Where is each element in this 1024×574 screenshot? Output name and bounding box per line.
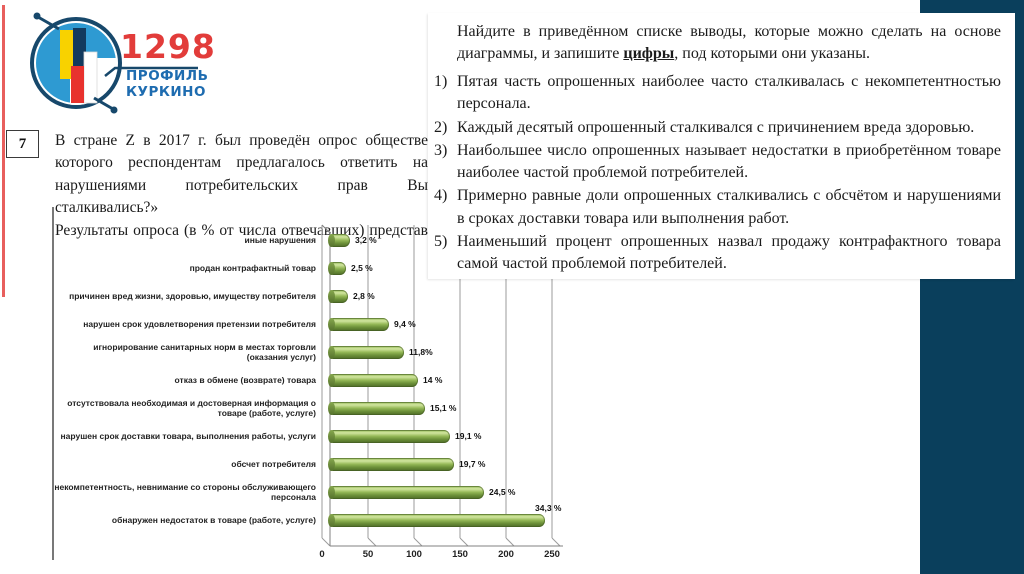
category-label: нарушен срок доставки товара, выполнения…	[60, 430, 316, 441]
bar-value-label: 3,2 %	[355, 235, 377, 245]
globe-axis-top	[37, 15, 60, 31]
question-line: нарушениями потребительских прав Вы стал…	[55, 176, 428, 217]
question-line: которого респондентам предлагалось ответ…	[55, 154, 428, 172]
logo-bar-red	[71, 66, 84, 103]
category-label: обнаружен недостаток в товаре (работе, у…	[111, 514, 316, 525]
item-text: Примерно равные доли опрошенных сталкива…	[457, 187, 1001, 227]
category-label: обсчет потребителя	[231, 458, 316, 469]
bar	[328, 374, 418, 387]
task-list: 1) Пятая часть опрошенных наиболее часто…	[434, 71, 1001, 276]
accent-red-line	[2, 5, 5, 297]
logo-underline	[104, 66, 198, 77]
bar-value-label: 14 %	[423, 375, 443, 385]
item-number: 4)	[434, 187, 448, 205]
item-number: 3)	[434, 141, 448, 159]
bar-value-label: 2,8 %	[353, 291, 375, 301]
item-text: Пятая часть опрошенных наиболее часто ст…	[457, 73, 1001, 113]
task-prompt: Найдите в приведённом списке выводы, кот…	[457, 21, 1001, 65]
category-label: некомпетентность, невнимание со стороны …	[54, 481, 316, 502]
x-axis-tick: 150	[452, 549, 468, 560]
bar-value-label: 19,1 %	[455, 431, 482, 441]
x-axis-tick: 0	[319, 549, 325, 560]
prompt-prefix: Найдите в приведённом списке выводы, кот…	[457, 23, 1001, 62]
bar-value-label: 2,5 %	[351, 263, 373, 273]
question-number-box: 7	[6, 130, 39, 158]
x-axis-tick: 100	[406, 549, 422, 560]
bar	[328, 346, 404, 359]
item-text: Каждый десятый опрошенный сталкивался с …	[457, 118, 975, 136]
bar	[328, 402, 425, 415]
bar-value-label: 24,5 %	[489, 487, 516, 497]
chart-left-border	[52, 207, 54, 560]
bar-value-label: 9,4 %	[394, 319, 416, 329]
task-item: 5) Наименьший процент опрошенных назвал …	[434, 231, 1001, 276]
question-line: В стране Z в 2017 г. был проведён опрос …	[55, 132, 428, 149]
task-panel: Найдите в приведённом списке выводы, кот…	[428, 13, 1015, 279]
bar-value-label: 34,3 %	[535, 503, 562, 513]
logo-globe	[30, 12, 198, 114]
task-item: 2) Каждый десятый опрошенный сталкивался…	[434, 117, 1001, 139]
logo-bar-navy	[73, 28, 86, 66]
x-axis-tick: 50	[362, 549, 374, 560]
question-number: 7	[18, 135, 27, 152]
bar	[328, 514, 545, 527]
bar	[328, 430, 450, 443]
task-item: 1) Пятая часть опрошенных наиболее часто…	[434, 71, 1001, 116]
logo-bar-white	[83, 51, 98, 104]
category-label: игнорирование санитарных норм в местах т…	[93, 341, 316, 362]
bar	[328, 234, 350, 247]
category-label: продан контрафактный товар	[189, 262, 316, 273]
logo-profile-label: ПРОФИЛЬ	[126, 68, 209, 84]
task-item: 3) Наибольшее число опрошенных называет …	[434, 140, 1001, 185]
globe-axis-dot-bottom	[110, 106, 118, 114]
bar-value-label: 19,7 %	[459, 459, 486, 469]
category-label: причинен вред жизни, здоровью, имуществу…	[69, 290, 316, 301]
school-logo: 1298 ПРОФИЛЬ КУРКИНО	[14, 6, 216, 116]
item-text: Наименьший процент опрошенных назвал про…	[457, 233, 1001, 273]
category-label: иные нарушения	[244, 234, 316, 245]
bar	[328, 290, 348, 303]
category-label: нарушен срок удовлетворения претензии по…	[83, 318, 316, 329]
bar	[328, 262, 346, 275]
x-axis-tick: 250	[544, 549, 560, 560]
globe-axis-bottom	[93, 96, 114, 111]
logo-number: 1298	[120, 27, 216, 66]
item-number: 1)	[434, 73, 448, 90]
bar	[328, 486, 484, 499]
category-label: отказ в обмене (возврате) товара	[174, 374, 316, 385]
question-text: В стране Z в 2017 г. был проведён опрос …	[55, 130, 428, 242]
item-text: Наибольшее число опрошенных называет нед…	[457, 141, 1001, 182]
category-label: отсутствовала необходимая и достоверная …	[67, 397, 316, 418]
item-number: 5)	[434, 233, 448, 251]
item-number: 2)	[434, 118, 448, 136]
survey-bar-chart: иные нарушения 3,2 % продан контрафактный …	[53, 207, 565, 567]
bar-value-label: 15,1 %	[430, 403, 457, 413]
logo-bar-yellow	[60, 30, 73, 79]
prompt-suffix: , под которыми они указаны.	[674, 45, 870, 62]
logo-kurkino-label: КУРКИНО	[126, 84, 206, 100]
prompt-emphasis: цифры	[623, 45, 675, 62]
x-axis-tick: 200	[498, 549, 514, 560]
bar-value-label: 11,8%	[409, 347, 433, 357]
task-item: 4) Примерно равные доли опрошенных сталк…	[434, 185, 1001, 230]
bar	[328, 458, 454, 471]
globe-axis-dot-top	[33, 12, 41, 20]
bar	[328, 318, 389, 331]
